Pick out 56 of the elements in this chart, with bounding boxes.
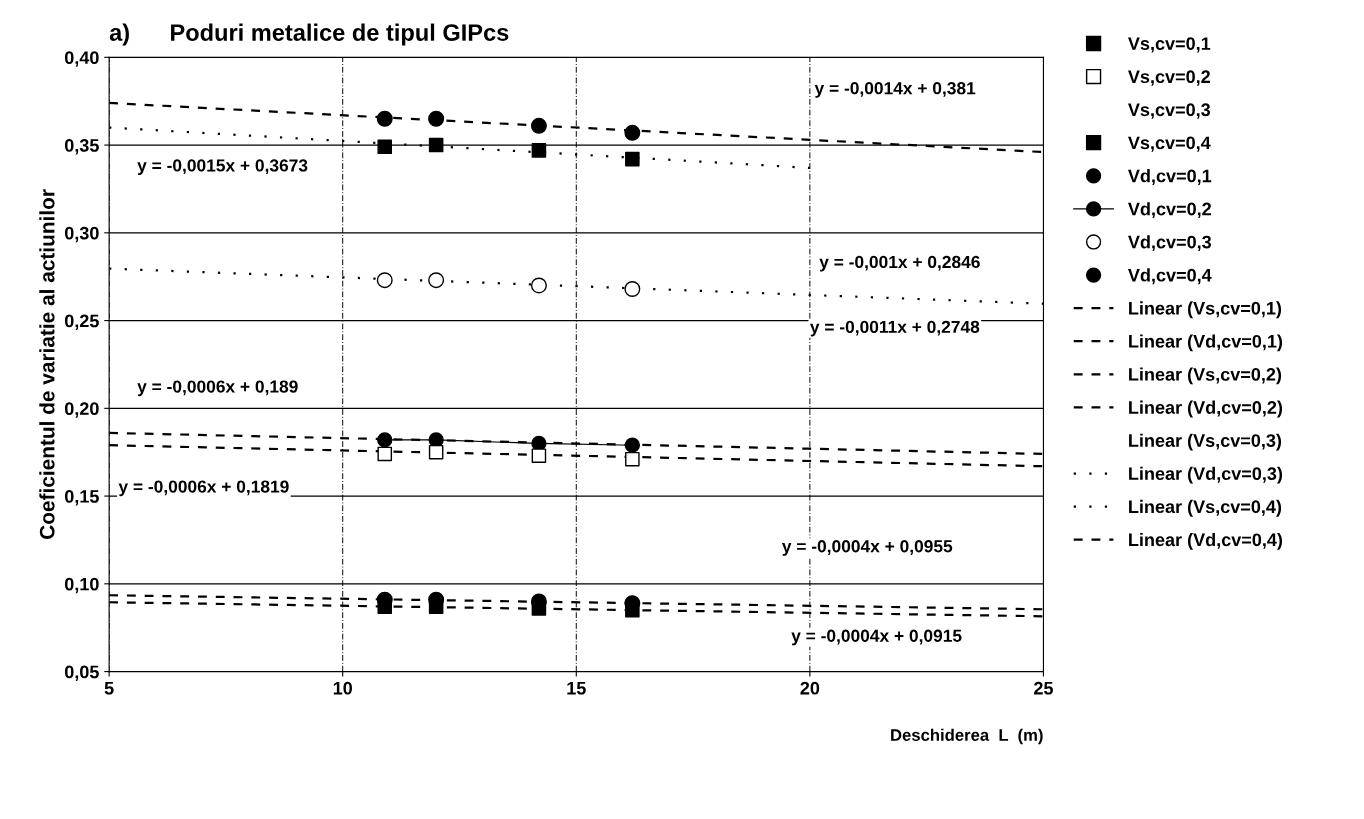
text: Linear (Vs,cv=0,3) — [1129, 433, 1282, 451]
chart-title: a) Poduri metalice de tipul GIPcs — [109, 23, 509, 46]
y-tick-label: 0,30 — [64, 226, 99, 243]
point — [530, 277, 547, 294]
legend-label: Linear (Vs,cv=0,4) — [1129, 499, 1282, 517]
x-tick-label: 15 — [567, 681, 586, 695]
annotation: y = -0,001x + 0,2846 — [819, 255, 980, 272]
annotation: y = -0,0014x + 0,381 — [814, 82, 976, 98]
x-tick-label: 20 — [800, 681, 820, 695]
legend-label: Linear (Vs,cv=0,1) — [1129, 301, 1282, 319]
legend-label: Vd,cv=0,2 — [1128, 202, 1211, 219]
annotation: y = -0,0004x + 0,0955 — [781, 540, 953, 556]
point — [530, 117, 547, 134]
point — [428, 272, 445, 289]
point — [376, 110, 393, 127]
y-tick-label: 0,10 — [64, 577, 99, 594]
legend-label: Vs,cv=0,4 — [1128, 136, 1211, 152]
y-tick-label: 0,25 — [64, 314, 99, 330]
legend-label: Linear (Vd,cv=0,1) — [1129, 334, 1283, 352]
x-axis-title: Deschiderea L (m) — [891, 728, 1043, 745]
point — [428, 110, 445, 127]
x-tick-label: 5 — [104, 681, 114, 695]
point — [377, 139, 393, 155]
legend-label: Linear (Vd,cv=0,4) — [1129, 532, 1283, 550]
point — [624, 124, 641, 141]
y-tick-label: 0,20 — [64, 402, 99, 418]
legend-label: Linear (Vs,cv=0,2) — [1129, 367, 1282, 385]
y-tick-label: 0,35 — [64, 139, 99, 155]
annotation: y = -0,0004x + 0,0915 — [791, 629, 962, 646]
point — [625, 451, 640, 467]
legend-label: Vs,cv=0,1 — [1128, 37, 1211, 53]
y-tick-label: 0,15 — [64, 490, 99, 506]
y-axis-title: Coeficientul de variatie al actiunilor — [39, 189, 55, 539]
legend-label: Vd,cv=0,4 — [1128, 268, 1212, 285]
legend-label: Linear (Vd,cv=0,3) — [1129, 466, 1283, 484]
y-tick-label: 0,05 — [64, 665, 99, 681]
point — [531, 143, 547, 158]
annotation: y = -0,0006x + 0,1819 — [118, 480, 289, 497]
y-tick-label: 0,40 — [64, 51, 99, 67]
legend-label: Vs,cv=0,2 — [1128, 70, 1210, 86]
legend-label: Vd,cv=0,1 — [1128, 169, 1212, 185]
point — [624, 281, 641, 297]
annotation: y = -0,0015x + 0,3673 — [137, 159, 308, 176]
x-tick-label: 10 — [333, 681, 353, 695]
legend-label: Linear (Vd,cv=0,2) — [1129, 400, 1283, 418]
point — [531, 448, 547, 463]
legend-label: Vd,cv=0,3 — [1128, 235, 1212, 252]
text: Vs,cv=0,3 — [1128, 103, 1211, 119]
point — [428, 137, 444, 153]
point — [428, 444, 444, 460]
point — [625, 151, 640, 167]
annotation: y = -0,0011x + 0,2748 — [810, 320, 980, 337]
annotation: y = -0,0006x + 0,189 — [137, 380, 298, 397]
point — [377, 446, 393, 462]
point — [376, 272, 393, 289]
x-tick-label: 25 — [1034, 681, 1053, 695]
